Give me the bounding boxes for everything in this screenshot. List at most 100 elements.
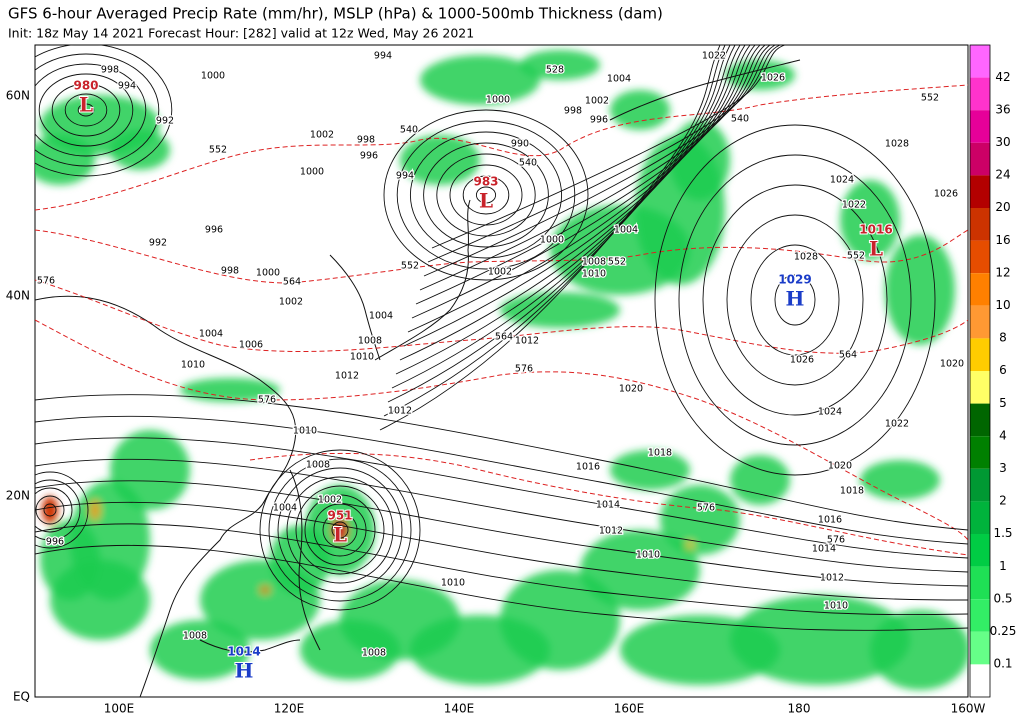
contour-label: 1000 <box>201 71 225 82</box>
precip-area <box>610 90 670 130</box>
precip-area <box>50 560 150 640</box>
isobar <box>399 45 746 361</box>
isobar <box>436 153 536 237</box>
contour-label: 1018 <box>840 486 864 497</box>
isobar <box>702 184 888 416</box>
center-letter: L <box>869 237 883 261</box>
colorbar-swatch <box>970 436 990 469</box>
contour-label: 1008 <box>358 336 382 347</box>
colorbar-swatch <box>970 305 990 339</box>
isobar <box>35 437 968 559</box>
contour-label: 540 <box>519 158 537 169</box>
precip-area <box>580 530 700 610</box>
contour-label: 994 <box>118 81 136 92</box>
center-letter: L <box>479 189 493 213</box>
contour-label: 1016 <box>818 515 842 526</box>
precip-area <box>860 460 940 500</box>
isobar <box>678 154 912 446</box>
precip-area <box>500 570 620 670</box>
isobar <box>304 494 376 566</box>
isobar <box>475 186 497 204</box>
isobar <box>259 449 421 611</box>
lat-label: 20N <box>6 489 30 503</box>
center-letter: H <box>235 659 254 683</box>
isobar <box>423 45 776 277</box>
contour-label: 1014 <box>596 500 620 511</box>
isobars <box>35 45 968 631</box>
colorbar-swatch <box>970 631 990 665</box>
lat-label: 40N <box>6 289 30 303</box>
isobar <box>427 45 781 263</box>
center-letter: H <box>786 287 805 311</box>
center-pressure: 1014 <box>227 645 260 659</box>
thickness-line <box>35 229 968 284</box>
lon-label: 160W <box>951 702 986 716</box>
colorbar-label: 1.5 <box>993 526 1012 540</box>
center-pressure: 951 <box>327 509 352 523</box>
thickness-line <box>35 319 968 541</box>
colorbar-label: 20 <box>995 200 1010 214</box>
isobar <box>51 83 121 137</box>
colorbar-swatch <box>970 77 990 111</box>
contour-label: 576 <box>827 535 845 546</box>
lon-label: 100E <box>104 702 135 716</box>
contour-label: 1012 <box>335 371 359 382</box>
isobar <box>726 214 864 386</box>
coast <box>199 639 301 653</box>
contour-label: 1006 <box>239 340 263 351</box>
contour-label: 994 <box>396 171 414 182</box>
contour-label: 552 <box>921 93 939 104</box>
precip-area <box>300 620 400 680</box>
contour-label: 564 <box>839 350 857 361</box>
lon-label: 160E <box>614 702 645 716</box>
heavy-precip <box>332 518 348 542</box>
isobar <box>35 415 968 545</box>
isobar <box>379 45 721 431</box>
colorbar-swatch <box>970 403 990 437</box>
colorbar-swatch <box>970 664 990 697</box>
center-pressure: 980 <box>73 79 98 93</box>
colorbar-swatch <box>970 534 990 567</box>
contour-label: 1018 <box>648 448 672 459</box>
contour-label: 1000 <box>486 95 510 106</box>
colorbar: 42 36 30 24 20 16 12 10 8 6 5 4 3 2 1.5 1 0.5 0.25 0.1 <box>969 44 1016 698</box>
colorbar-label: 4 <box>999 428 1007 442</box>
isobar <box>462 175 510 215</box>
coast <box>35 295 297 697</box>
colorbar-label: 6 <box>999 363 1007 377</box>
isobar <box>419 45 771 291</box>
colorbar-swatch <box>970 175 990 208</box>
contour-label: 990 <box>511 139 529 150</box>
contour-label: 1010 <box>441 578 465 589</box>
contour-label: 1002 <box>279 297 303 308</box>
contour-label: 1024 <box>818 407 842 418</box>
isobar <box>35 544 968 631</box>
heavy-precip <box>42 496 58 524</box>
precip-area <box>110 130 170 170</box>
precip-area <box>840 180 900 260</box>
center-letter: L <box>79 93 93 117</box>
contour-label: 1004 <box>273 503 297 514</box>
contour-label: 540 <box>731 114 749 125</box>
colorbar-label: 10 <box>995 298 1010 312</box>
isobar <box>415 45 766 305</box>
precip-area <box>150 620 250 680</box>
isobar <box>35 458 968 573</box>
colorbar-swatch <box>970 240 990 274</box>
contour-label: 1014 <box>812 544 836 555</box>
contour-label: 1008 <box>183 631 207 642</box>
contour-label: 576 <box>697 503 715 514</box>
lon-label: 140E <box>444 702 475 716</box>
coast <box>609 59 801 121</box>
contour-label: 1020 <box>828 461 852 472</box>
isobar <box>411 45 761 319</box>
isobar <box>383 109 589 281</box>
precip-area <box>420 55 540 105</box>
thickness-line <box>35 279 968 354</box>
isobar <box>64 93 108 127</box>
contour-label: 1026 <box>761 73 785 84</box>
colorbar-swatch <box>970 501 990 534</box>
